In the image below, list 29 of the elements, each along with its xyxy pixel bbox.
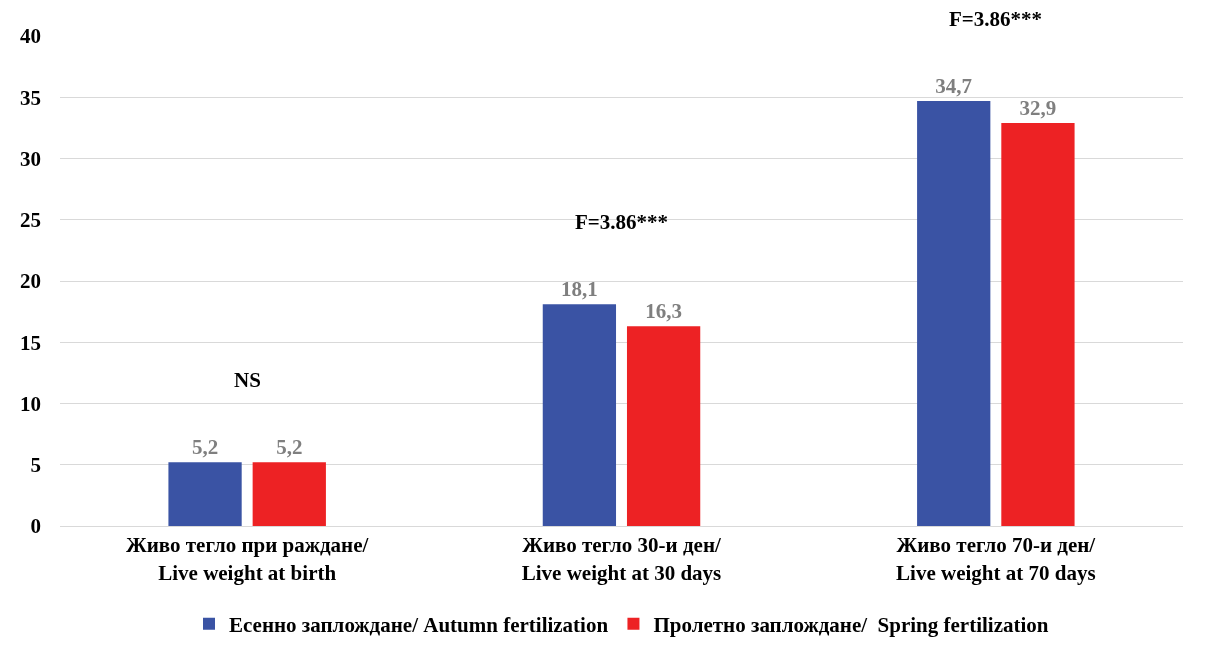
annotation: NS [234,368,261,392]
x-tick-label: Живо тегло при раждане/ Live weight at birth [125,533,370,585]
data-label: 5,2 [276,435,303,460]
bar [1001,122,1075,526]
y-tick-label: 25 [20,208,41,233]
data-label: 32,9 [1019,95,1057,120]
x-tick-label: Живо тегло 70-и ден/ Live weight at 70 days [896,533,1097,585]
y-tick-label: 15 [20,330,41,355]
text: F=3.86*** [949,7,1043,31]
data-label: 16,3 [645,299,682,324]
y-tick-label: 30 [20,146,41,171]
data-label: 18,1 [561,277,598,302]
data-label: 34,7 [935,73,973,98]
y-tick-label: 10 [20,391,41,416]
annotation: F=3.86*** [575,210,669,234]
legend-label: Пролетно заплождане/ Spring fertilization [653,612,1049,637]
legend-label: Есенно заплождане/ Autumn fertilization [229,612,609,637]
data-label: 5,2 [191,435,219,460]
y-tick-label: 20 [20,269,41,294]
bar [252,462,326,526]
y-tick-label: 5 [30,453,41,478]
x-tick-label: Живо тегло 30-и ден/ Live weight at 30 days [521,533,722,585]
y-tick-label: 35 [20,85,41,110]
bar [542,304,617,526]
y-tick-label: 0 [30,514,41,539]
bar [168,462,242,526]
bar [626,326,701,526]
bar [917,100,991,526]
y-tick-label: 40 [20,24,41,49]
